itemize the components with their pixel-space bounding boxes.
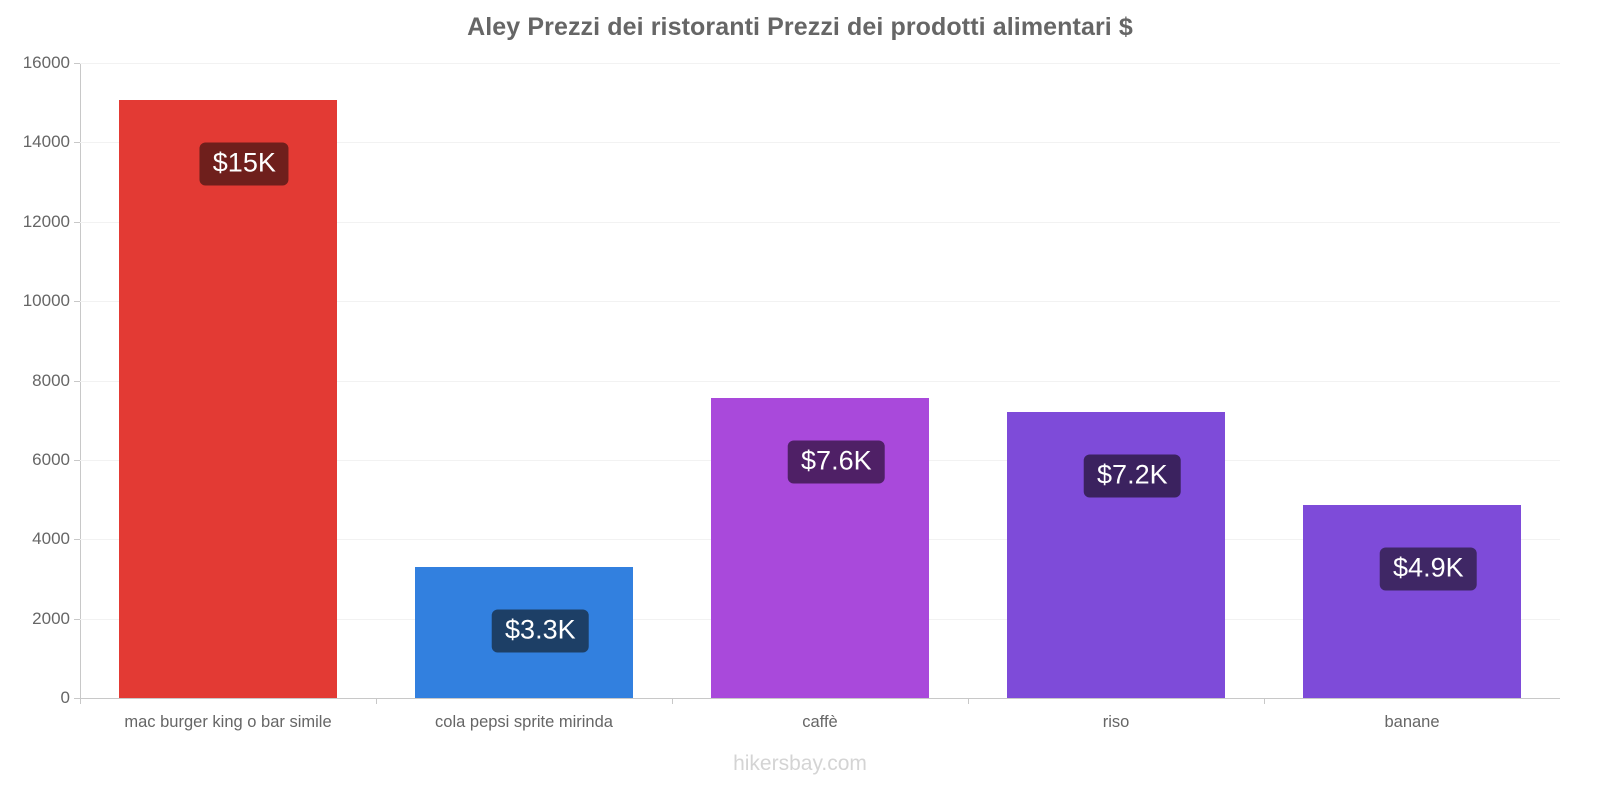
gridline bbox=[80, 221, 1560, 223]
plot-area: $15K $3.3K $7.6K $7.2K $4.9K bbox=[80, 63, 1560, 698]
y-axis-tick-label: 14000 bbox=[22, 132, 70, 152]
bar[interactable] bbox=[119, 99, 337, 698]
x-axis-tick-label: riso bbox=[1102, 713, 1130, 731]
y-axis-tick-label: 0 bbox=[60, 688, 70, 707]
bar-series: $15K $3.3K $7.6K $7.2K $4.9K bbox=[80, 63, 1560, 698]
bar-value-label: $15K bbox=[199, 142, 289, 186]
x-axis-tick-mark bbox=[376, 698, 377, 704]
y-axis-tick-mark bbox=[74, 63, 80, 64]
y-axis-tick-mark bbox=[74, 221, 80, 223]
gridline bbox=[80, 380, 1560, 382]
y-axis-tick-label: 8000 bbox=[32, 370, 70, 390]
x-axis-tick-mark bbox=[968, 698, 969, 704]
y-axis-tick-label: 4000 bbox=[32, 529, 70, 549]
gridline bbox=[80, 301, 1560, 303]
x-axis-tick-label: caffè bbox=[802, 713, 838, 731]
y-axis-tick-mark bbox=[74, 301, 80, 303]
y-axis-tick-mark bbox=[74, 459, 80, 461]
bar-value-label: $7.2K bbox=[1084, 454, 1181, 498]
bar-value-label: $3.3K bbox=[492, 609, 589, 653]
y-axis-tick-label: 16000 bbox=[22, 53, 70, 72]
y-axis-tick-mark bbox=[74, 698, 80, 699]
bar[interactable] bbox=[1303, 504, 1521, 698]
page-title: Aley Prezzi dei ristoranti Prezzi dei pr… bbox=[467, 13, 1133, 41]
y-axis-tick-mark bbox=[74, 539, 80, 541]
y-axis-tick-mark bbox=[74, 380, 80, 382]
bar-value-label: $4.9K bbox=[1380, 547, 1477, 591]
y-axis-tick-label: 10000 bbox=[22, 291, 70, 311]
watermark: hikersbay.com bbox=[733, 752, 867, 775]
x-axis-tick-label: mac burger king o bar simile bbox=[124, 713, 332, 731]
gridline bbox=[80, 142, 1560, 144]
y-axis-tick-label: 6000 bbox=[32, 449, 70, 469]
y-axis-tick-label: 2000 bbox=[32, 608, 70, 628]
x-axis-line bbox=[80, 698, 1560, 699]
bar-value-label: $7.6K bbox=[788, 440, 885, 484]
x-axis-tick-mark bbox=[80, 698, 81, 704]
x-axis-tick-label: cola pepsi sprite mirinda bbox=[435, 713, 613, 731]
y-axis-tick-mark bbox=[74, 618, 80, 620]
gridline bbox=[80, 63, 1560, 64]
y-axis-tick-mark bbox=[74, 142, 80, 144]
y-axis-tick-label: 12000 bbox=[22, 211, 70, 231]
x-axis-tick-mark bbox=[672, 698, 673, 704]
x-axis-tick-mark bbox=[1264, 698, 1265, 704]
x-axis-tick-label: banane bbox=[1384, 713, 1440, 731]
